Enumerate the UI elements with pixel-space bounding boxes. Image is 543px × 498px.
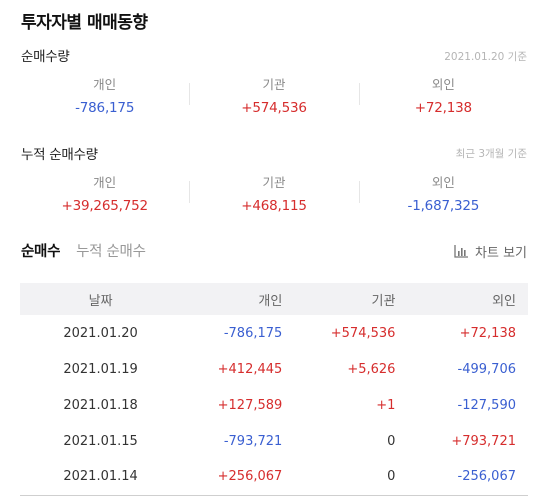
cumulative-institution: 기관 +468,115 [189, 174, 358, 218]
net-foreign: 외인 +72,138 [358, 76, 528, 120]
row-date: 2021.01.14 [20, 459, 182, 496]
stat-label: 개인 [93, 77, 117, 92]
stat-label: 외인 [431, 175, 455, 190]
tab-cumulative-net-buy[interactable]: 누적 순매수 [76, 244, 146, 260]
table-header-row: 날짜 개인 기관 외인 [20, 283, 528, 315]
header-individual: 개인 [181, 283, 295, 315]
net-individual: 개인 -786,175 [20, 76, 189, 120]
daily-trading-table: 날짜 개인 기관 외인 2021.01.20 -786,175 +574,536… [20, 283, 528, 496]
header-date: 날짜 [20, 283, 182, 315]
table-row: 2021.01.19 +412,445 +5,626 -499,706 [20, 351, 528, 387]
row-institution: +574,536 [330, 325, 396, 341]
tab-net-buy[interactable]: 순매수 [21, 244, 61, 260]
row-date: 2021.01.20 [63, 325, 138, 341]
stat-label: 개인 [93, 175, 117, 190]
row-foreign: -499,706 [457, 361, 516, 377]
row-individual: -793,721 [223, 433, 283, 449]
bar-chart-icon [454, 245, 469, 258]
chart-view-button[interactable]: 차트 보기 [454, 242, 527, 261]
stat-value: -786,175 [75, 100, 135, 116]
row-date: 2021.01.19 [63, 361, 138, 377]
chart-view-label: 차트 보기 [475, 246, 527, 261]
stat-value: +468,115 [241, 198, 307, 214]
row-individual: -786,175 [223, 325, 283, 341]
net-buy-date-note: 2021.01.20 기준 [444, 51, 527, 63]
stat-value: -1,687,325 [407, 198, 480, 214]
row-foreign: -256,067 [407, 459, 528, 496]
stat-label: 기관 [262, 77, 286, 92]
net-institution: 기관 +574,536 [189, 76, 358, 120]
table-row: 2021.01.20 -786,175 +574,536 +72,138 [20, 315, 528, 351]
row-foreign: -127,590 [457, 397, 516, 413]
cumulative-period-note: 최근 3개월 기준 [455, 148, 527, 160]
cumulative-foreign: 외인 -1,687,325 [358, 174, 528, 218]
stat-value: +72,138 [414, 100, 472, 116]
cumulative-net-buy-title: 누적 순매수량 [21, 147, 98, 163]
stat-value: +574,536 [241, 100, 307, 116]
header-foreign: 외인 [407, 283, 528, 315]
page-title: 투자자별 매매동향 [21, 13, 148, 33]
row-individual: +256,067 [181, 459, 295, 496]
cumulative-individual: 개인 +39,265,752 [20, 174, 189, 218]
net-buy-summary: 개인 -786,175 기관 +574,536 외인 +72,138 [20, 76, 528, 120]
row-date: 2021.01.15 [63, 433, 138, 449]
stat-value: +39,265,752 [61, 198, 148, 214]
stat-label: 외인 [431, 77, 455, 92]
cumulative-summary: 개인 +39,265,752 기관 +468,115 외인 -1,687,325 [20, 174, 528, 218]
header-institution: 기관 [294, 283, 408, 315]
row-institution: +1 [376, 397, 396, 413]
row-individual: +127,589 [217, 397, 283, 413]
table-row: 2021.01.14 +256,067 0 -256,067 [20, 459, 528, 496]
row-individual: +412,445 [217, 361, 283, 377]
view-tabs: 순매수 누적 순매수 [21, 240, 146, 261]
table-row: 2021.01.15 -793,721 0 +793,721 [20, 423, 528, 459]
row-institution: 0 [387, 433, 396, 449]
net-buy-title: 순매수량 [21, 49, 70, 65]
stat-label: 기관 [262, 175, 286, 190]
row-foreign: +793,721 [451, 433, 516, 449]
row-date: 2021.01.18 [63, 397, 138, 413]
row-institution: +5,626 [347, 361, 396, 377]
row-institution: 0 [294, 459, 408, 496]
row-foreign: +72,138 [459, 325, 516, 341]
table-row: 2021.01.18 +127,589 +1 -127,590 [20, 387, 528, 423]
